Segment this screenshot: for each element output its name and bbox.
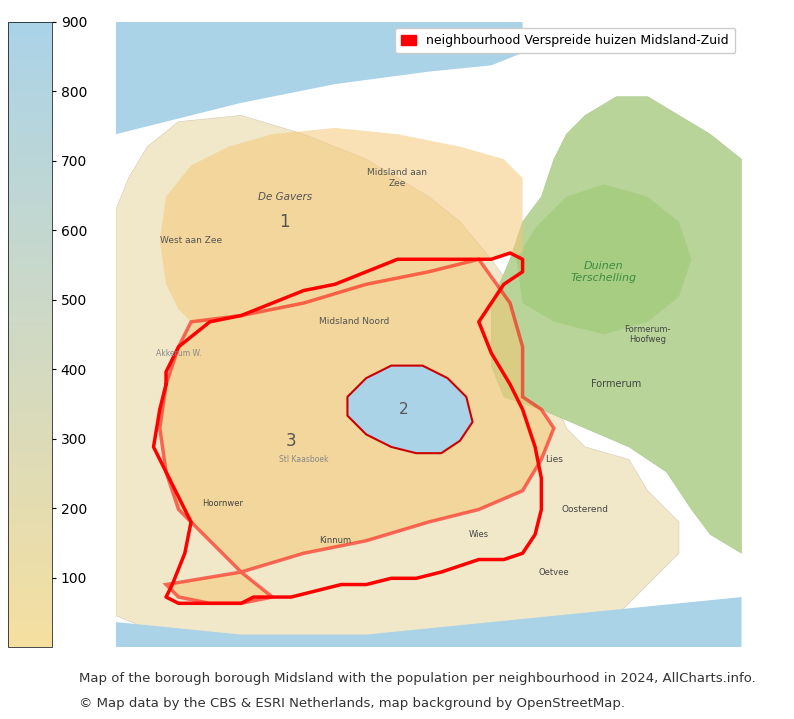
Text: Formerum: Formerum [592,380,642,390]
Polygon shape [116,22,522,134]
Text: Map of the borough borough Midsland with the population per neighbourhood in 202: Map of the borough borough Midsland with… [79,672,756,685]
Text: Akkerum W.: Akkerum W. [156,349,202,357]
Text: Oetvee: Oetvee [538,567,569,577]
Polygon shape [491,96,742,554]
Text: Midsland Noord: Midsland Noord [318,317,389,326]
Text: © Map data by the CBS & ESRI Netherlands, map background by OpenStreetMap.: © Map data by the CBS & ESRI Netherlands… [79,697,626,710]
Text: Wies: Wies [468,530,489,539]
Text: Kinnum: Kinnum [319,536,351,545]
Legend: neighbourhood Verspreide huizen Midsland-Zuid: neighbourhood Verspreide huizen Midsland… [395,28,735,53]
Text: Stl Kaasboek: Stl Kaasboek [279,455,329,464]
Text: Duinen
Terschelling: Duinen Terschelling [571,261,637,283]
Text: 1: 1 [279,213,290,231]
Polygon shape [116,116,679,647]
Polygon shape [160,260,554,603]
Polygon shape [116,597,742,647]
Text: 3: 3 [286,431,296,449]
Text: Hoornwer: Hoornwer [202,499,243,508]
Text: Oosterend: Oosterend [561,505,609,514]
Polygon shape [516,184,692,334]
Text: Formerum-
Hoofweg: Formerum- Hoofweg [624,325,671,344]
Text: 2: 2 [399,402,409,417]
Text: Lies: Lies [545,455,563,464]
Text: De Gavers: De Gavers [258,192,312,202]
Text: West aan Zee: West aan Zee [160,236,222,245]
Polygon shape [348,365,472,453]
Text: Midsland aan
Zee: Midsland aan Zee [368,168,427,188]
Polygon shape [160,128,522,322]
